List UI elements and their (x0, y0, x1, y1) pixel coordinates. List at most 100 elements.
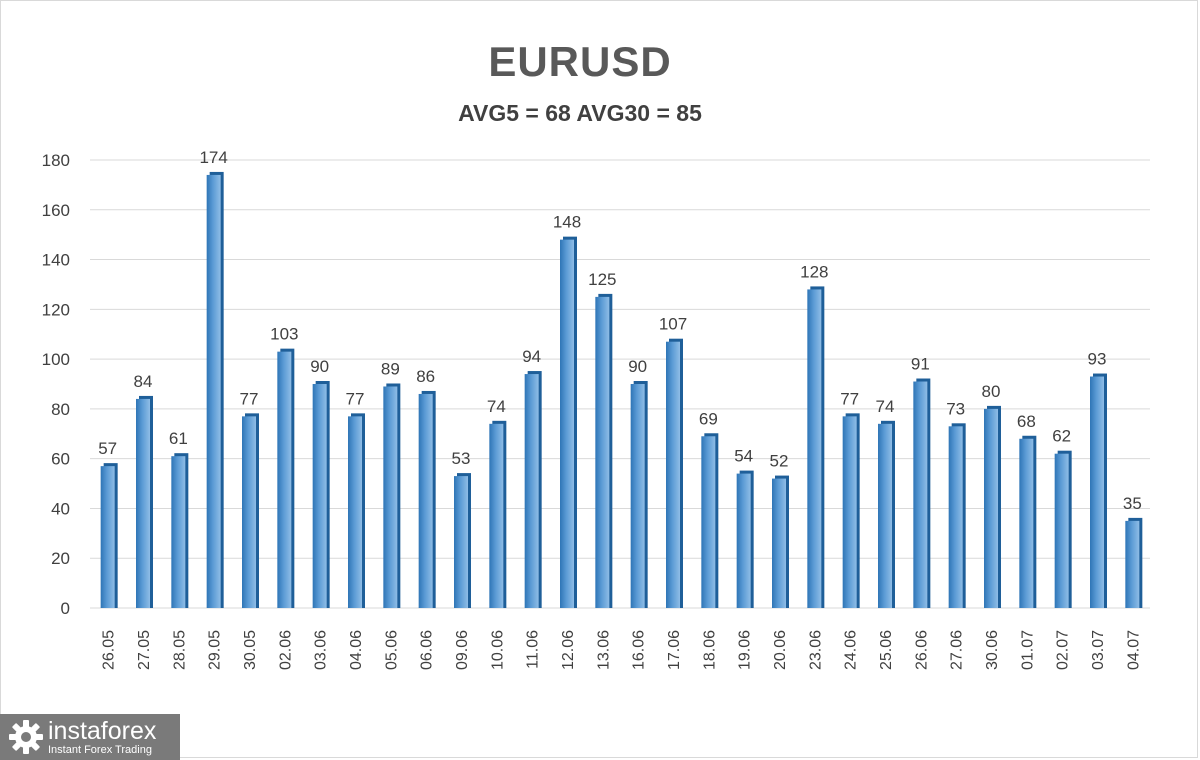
y-tick-label: 120 (42, 300, 70, 319)
x-tick-label: 04.06 (348, 630, 365, 670)
bar (984, 408, 998, 608)
x-tick-label: 11.06 (525, 630, 542, 669)
bar (383, 386, 398, 608)
bar (1019, 438, 1034, 608)
x-tick-label: 13.06 (595, 630, 612, 670)
data-label: 62 (1052, 427, 1071, 446)
data-label: 57 (98, 439, 117, 458)
bar (277, 351, 292, 608)
data-label: 90 (628, 357, 647, 376)
data-label: 125 (588, 270, 616, 289)
chart-subtitle: AVG5 = 68 AVG30 = 85 (458, 100, 702, 126)
y-tick-label: 180 (42, 151, 70, 170)
x-tick-label: 20.06 (772, 630, 789, 670)
data-label: 128 (800, 262, 828, 281)
data-label: 91 (911, 355, 930, 374)
x-tick-label: 03.07 (1090, 630, 1107, 670)
bar (913, 381, 928, 608)
bar (489, 423, 504, 608)
bar (454, 476, 468, 608)
data-label: 86 (416, 367, 435, 386)
data-label: 69 (699, 409, 718, 428)
x-tick-label: 10.06 (489, 630, 506, 670)
x-tick-label: 26.06 (913, 630, 930, 670)
data-label: 53 (452, 449, 471, 468)
bar (171, 456, 186, 608)
bar (595, 296, 610, 608)
y-tick-label: 80 (51, 400, 70, 419)
x-tick-label: 01.07 (1019, 630, 1036, 670)
bar (630, 384, 645, 608)
x-tick-label: 29.05 (207, 630, 224, 670)
chart-title: EURUSD (488, 38, 672, 85)
x-tick-label: 19.06 (737, 630, 754, 670)
bar (842, 416, 857, 608)
x-tick-label: 26.05 (101, 630, 118, 670)
x-tick-label: 27.05 (136, 630, 153, 670)
x-tick-label: 06.06 (419, 630, 436, 670)
bar (666, 341, 680, 608)
x-tick-label: 03.06 (313, 630, 330, 670)
y-tick-label: 140 (42, 251, 70, 270)
y-tick-label: 0 (61, 599, 70, 618)
bar (524, 374, 539, 608)
data-label: 68 (1017, 412, 1036, 431)
y-tick-label: 160 (42, 201, 70, 220)
data-label: 89 (381, 359, 400, 378)
x-tick-label: 30.06 (984, 630, 1001, 670)
bar (312, 384, 327, 608)
bar (1054, 453, 1069, 608)
data-label: 94 (522, 347, 541, 366)
bar (348, 416, 362, 608)
x-tick-label: 27.06 (949, 630, 966, 670)
data-label: 77 (346, 389, 365, 408)
bar (772, 478, 786, 608)
bar (242, 416, 256, 608)
x-tick-label: 23.06 (807, 630, 824, 670)
bar (136, 398, 150, 608)
bar (948, 426, 963, 608)
bar (736, 473, 751, 608)
data-label: 61 (169, 429, 188, 448)
bar (100, 466, 115, 608)
data-label: 107 (659, 315, 687, 334)
y-tick-label: 40 (51, 499, 70, 518)
data-label: 54 (734, 447, 753, 466)
x-tick-label: 17.06 (666, 630, 683, 670)
data-label: 52 (770, 452, 789, 471)
data-label: 74 (876, 397, 895, 416)
data-label: 35 (1123, 494, 1142, 513)
y-tick-label: 60 (51, 450, 70, 469)
logo-brand: instaforex (48, 716, 157, 745)
data-label: 77 (240, 389, 259, 408)
bar (1090, 376, 1104, 608)
x-tick-label: 04.07 (1125, 630, 1142, 670)
data-label: 84 (134, 372, 153, 391)
bar (560, 239, 574, 608)
y-tick-label: 100 (42, 350, 70, 369)
bar (807, 289, 822, 608)
instaforex-logo: instaforex Instant Forex Trading (0, 714, 180, 760)
data-label: 103 (270, 325, 298, 344)
instaforex-gear-icon (9, 720, 43, 754)
data-label: 174 (199, 148, 227, 167)
bar (206, 174, 221, 608)
data-label: 90 (310, 357, 329, 376)
x-tick-label: 02.07 (1055, 630, 1072, 670)
data-label: 74 (487, 397, 506, 416)
data-label: 93 (1088, 350, 1107, 369)
x-tick-label: 25.06 (878, 630, 895, 670)
bar (1125, 520, 1140, 608)
x-tick-label: 12.06 (560, 630, 577, 670)
bar (418, 393, 433, 608)
x-tick-label: 30.05 (242, 630, 259, 670)
x-tick-label: 24.06 (843, 630, 860, 670)
bar (878, 423, 892, 608)
y-tick-label: 20 (51, 549, 70, 568)
x-tick-label: 16.06 (631, 630, 648, 670)
x-tick-label: 09.06 (454, 630, 471, 670)
x-tick-label: 02.06 (277, 630, 294, 670)
data-label: 73 (946, 399, 965, 418)
data-label: 148 (553, 213, 581, 232)
